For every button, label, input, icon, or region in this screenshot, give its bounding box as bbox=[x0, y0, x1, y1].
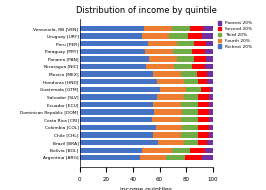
Bar bbox=[197, 71, 207, 77]
Bar bbox=[80, 140, 158, 145]
Bar bbox=[80, 94, 157, 100]
Bar bbox=[209, 117, 213, 122]
Bar bbox=[181, 117, 198, 122]
Bar bbox=[192, 49, 205, 54]
Bar bbox=[184, 140, 198, 145]
Bar bbox=[198, 109, 209, 115]
Bar bbox=[194, 41, 206, 46]
Bar bbox=[156, 125, 182, 130]
Bar bbox=[207, 79, 213, 84]
Bar bbox=[181, 132, 198, 138]
Bar bbox=[80, 41, 148, 46]
Bar bbox=[80, 64, 146, 69]
Bar bbox=[174, 64, 192, 69]
Bar bbox=[198, 125, 209, 130]
Bar bbox=[80, 125, 156, 130]
Bar bbox=[158, 140, 184, 145]
Bar bbox=[177, 41, 194, 46]
Bar bbox=[207, 140, 213, 145]
Bar bbox=[190, 26, 203, 31]
Bar bbox=[205, 147, 213, 153]
Bar bbox=[210, 87, 213, 92]
Bar bbox=[194, 56, 206, 62]
Bar bbox=[146, 64, 174, 69]
Bar bbox=[153, 132, 181, 138]
Bar bbox=[202, 33, 213, 39]
Bar bbox=[186, 87, 201, 92]
Bar bbox=[80, 155, 140, 161]
Bar bbox=[80, 56, 149, 62]
Title: Distribution of income by quintile: Distribution of income by quintile bbox=[76, 6, 217, 15]
Bar bbox=[184, 79, 198, 84]
Bar bbox=[209, 94, 213, 100]
Bar bbox=[80, 71, 153, 77]
Bar bbox=[206, 56, 213, 62]
Bar bbox=[192, 64, 205, 69]
Bar bbox=[172, 26, 190, 31]
Bar bbox=[80, 79, 157, 84]
Bar bbox=[153, 71, 181, 77]
Bar bbox=[198, 94, 209, 100]
Bar bbox=[181, 102, 198, 107]
Bar bbox=[198, 117, 209, 122]
Bar bbox=[185, 155, 202, 161]
Bar bbox=[80, 132, 153, 138]
Bar bbox=[144, 26, 172, 31]
Bar bbox=[182, 125, 198, 130]
Bar bbox=[205, 64, 213, 69]
Bar bbox=[190, 147, 205, 153]
Bar bbox=[209, 132, 213, 138]
Bar bbox=[80, 117, 152, 122]
Bar bbox=[152, 117, 181, 122]
Bar bbox=[198, 140, 207, 145]
Bar bbox=[182, 109, 198, 115]
Bar bbox=[209, 125, 213, 130]
Bar bbox=[148, 41, 177, 46]
Bar bbox=[80, 147, 142, 153]
Bar bbox=[198, 132, 209, 138]
Bar bbox=[157, 94, 184, 100]
Bar bbox=[166, 155, 185, 161]
Bar bbox=[209, 109, 213, 115]
X-axis label: income quintiles: income quintiles bbox=[120, 188, 172, 190]
Bar bbox=[80, 49, 145, 54]
Bar bbox=[209, 102, 213, 107]
Bar bbox=[173, 49, 192, 54]
Bar bbox=[154, 109, 182, 115]
Bar bbox=[201, 87, 210, 92]
Bar bbox=[181, 71, 197, 77]
Bar bbox=[169, 33, 188, 39]
Bar bbox=[198, 102, 209, 107]
Bar bbox=[80, 33, 142, 39]
Bar bbox=[80, 26, 144, 31]
Bar bbox=[80, 87, 160, 92]
Bar bbox=[206, 41, 213, 46]
Bar bbox=[80, 102, 153, 107]
Bar bbox=[172, 147, 190, 153]
Bar bbox=[80, 109, 154, 115]
Bar bbox=[205, 49, 213, 54]
Bar bbox=[207, 71, 213, 77]
Bar bbox=[157, 79, 184, 84]
Bar bbox=[198, 79, 207, 84]
Bar bbox=[203, 26, 213, 31]
Bar bbox=[184, 94, 198, 100]
Bar bbox=[188, 33, 202, 39]
Bar bbox=[142, 33, 169, 39]
Bar bbox=[177, 56, 194, 62]
Bar bbox=[140, 155, 166, 161]
Bar bbox=[145, 49, 173, 54]
Bar bbox=[202, 155, 213, 161]
Bar bbox=[160, 87, 186, 92]
Bar bbox=[153, 102, 181, 107]
Bar bbox=[149, 56, 177, 62]
Bar bbox=[142, 147, 172, 153]
Legend: Poorest 20%, Second 20%, Third 20%, Fourth 20%, Richest 20%: Poorest 20%, Second 20%, Third 20%, Four… bbox=[218, 21, 252, 49]
